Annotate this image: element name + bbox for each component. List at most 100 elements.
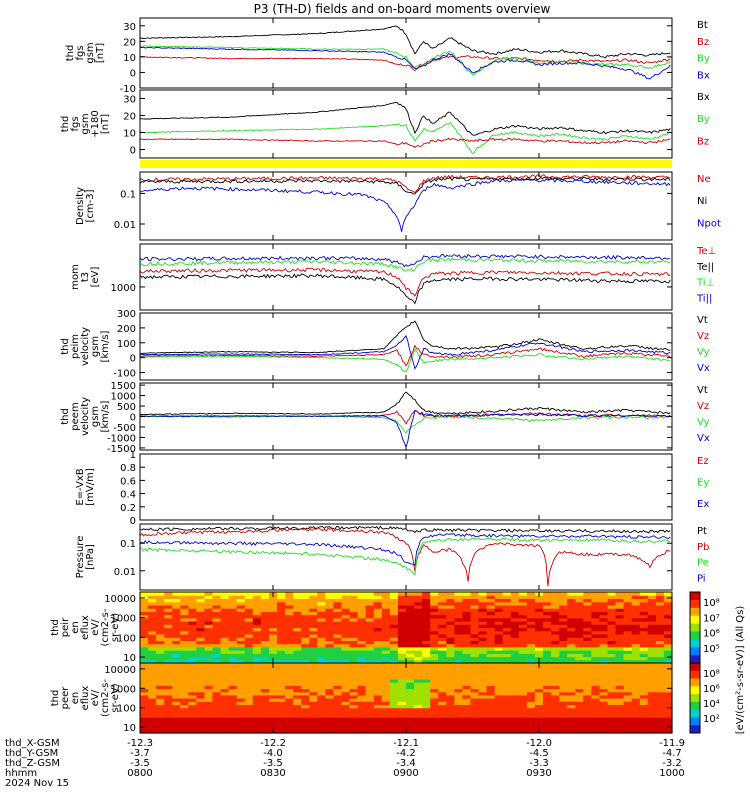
heatmap-cell bbox=[357, 666, 367, 670]
heatmap-cell bbox=[454, 617, 464, 622]
heatmap-cell bbox=[212, 678, 222, 683]
heatmap-cell bbox=[381, 608, 391, 612]
heatmap-cell bbox=[180, 608, 189, 612]
heatmap-cell bbox=[647, 608, 657, 612]
heatmap-cell bbox=[293, 608, 302, 612]
heatmap-cell bbox=[269, 723, 278, 728]
heatmap-cell bbox=[543, 653, 552, 658]
heatmap-cell bbox=[389, 617, 399, 622]
heatmap-cell bbox=[543, 637, 552, 641]
heatmap-cell bbox=[599, 701, 609, 705]
heatmap-cell bbox=[180, 595, 189, 599]
heatmap-cell bbox=[663, 611, 673, 616]
heatmap-cell bbox=[212, 704, 222, 709]
heatmap-cell bbox=[365, 608, 375, 612]
heatmap-cell bbox=[244, 729, 254, 734]
heatmap-cell bbox=[228, 646, 238, 651]
heatmap-cell bbox=[220, 630, 230, 635]
heatmap-cell bbox=[607, 630, 617, 635]
heatmap-cell bbox=[236, 595, 246, 599]
heatmap-cell bbox=[454, 608, 464, 612]
heatmap-cell bbox=[180, 630, 189, 635]
colorbar-tick: 10⁸ bbox=[703, 669, 720, 680]
heatmap-cell bbox=[567, 624, 576, 629]
heatmap-cell bbox=[559, 666, 568, 670]
heatmap-cell bbox=[156, 621, 165, 625]
heatmap-cell bbox=[220, 688, 230, 693]
heatmap-cell bbox=[172, 717, 181, 721]
heatmap-cell bbox=[510, 598, 520, 603]
heatmap-cell bbox=[599, 682, 609, 686]
heatmap-cell bbox=[220, 682, 230, 686]
heatmap-cell bbox=[559, 694, 568, 699]
heatmap-cell bbox=[140, 637, 149, 641]
heatmap-cell bbox=[486, 601, 496, 606]
heatmap-cell bbox=[309, 669, 318, 674]
heatmap-cell bbox=[543, 604, 552, 609]
heatmap-cell bbox=[172, 666, 181, 670]
heatmap-cell bbox=[349, 678, 359, 683]
heatmap-cell bbox=[551, 650, 560, 654]
heatmap-cell bbox=[188, 729, 198, 734]
heatmap-cell bbox=[615, 729, 625, 734]
heatmap-cell bbox=[591, 592, 601, 596]
heatmap-cell bbox=[148, 694, 157, 699]
heatmap-cell bbox=[454, 637, 464, 641]
heatmap-cell bbox=[180, 694, 189, 699]
heatmap-cell bbox=[228, 598, 238, 603]
heatmap-cell bbox=[470, 611, 480, 616]
heatmap-cell bbox=[543, 659, 552, 664]
heatmap-cell bbox=[277, 704, 286, 709]
heatmap-cell bbox=[285, 621, 294, 625]
y-tick-label: 0.4 bbox=[120, 490, 136, 501]
heatmap-cell bbox=[373, 621, 383, 625]
heatmap-cell bbox=[599, 694, 609, 699]
heatmap-cell bbox=[518, 643, 528, 648]
heatmap-cell bbox=[148, 621, 157, 625]
heatmap-cell bbox=[486, 630, 496, 635]
heatmap-cell bbox=[647, 601, 657, 606]
heatmap-cell bbox=[269, 637, 278, 641]
heatmap-cell bbox=[543, 663, 552, 667]
heatmap-cell bbox=[655, 595, 665, 599]
y-axis-label: Pressure bbox=[75, 536, 86, 579]
heatmap-cell bbox=[204, 675, 214, 680]
heatmap-cell bbox=[156, 694, 165, 699]
heatmap-cell bbox=[373, 666, 383, 670]
heatmap-cell bbox=[236, 713, 246, 718]
heatmap-cell bbox=[486, 659, 496, 664]
heatmap-cell bbox=[518, 666, 528, 670]
y-tick-label: 0 bbox=[130, 68, 136, 79]
heatmap-cell bbox=[647, 723, 657, 728]
heatmap-cell bbox=[309, 621, 318, 625]
heatmap-cell bbox=[188, 723, 198, 728]
heatmap-cell bbox=[228, 688, 238, 693]
heatmap-cell bbox=[559, 643, 568, 648]
heatmap-cell bbox=[535, 669, 544, 674]
heatmap-cell bbox=[518, 630, 528, 635]
heatmap-cell bbox=[140, 650, 149, 654]
heatmap-cell bbox=[599, 698, 609, 702]
heatmap-cell bbox=[438, 601, 447, 606]
heatmap-cell bbox=[623, 720, 633, 725]
heatmap-cell bbox=[333, 682, 343, 686]
heatmap-cell bbox=[212, 694, 222, 699]
heatmap-cell bbox=[277, 608, 286, 612]
heatmap-cell bbox=[494, 666, 504, 670]
heatmap-cell bbox=[462, 685, 472, 690]
heatmap-cell bbox=[180, 723, 189, 728]
heatmap-cell bbox=[196, 694, 206, 699]
heatmap-cell bbox=[381, 643, 391, 648]
heatmap-cell bbox=[607, 682, 617, 686]
heatmap-cell bbox=[293, 666, 302, 670]
colorbar-segment bbox=[690, 623, 700, 632]
heatmap-cell bbox=[470, 656, 480, 661]
heatmap-cell bbox=[486, 701, 496, 705]
heatmap-cell bbox=[535, 707, 544, 712]
heatmap-cell bbox=[397, 704, 407, 709]
heatmap-cell bbox=[244, 698, 254, 702]
y-axis-label: thd bbox=[60, 408, 71, 425]
heatmap-cell bbox=[293, 704, 302, 709]
heatmap-cell bbox=[172, 694, 181, 699]
heatmap-cell bbox=[196, 710, 206, 715]
